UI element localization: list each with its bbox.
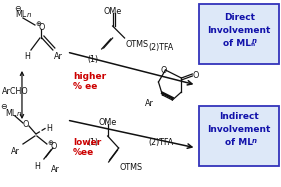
Text: of MLₙ: of MLₙ — [223, 39, 255, 48]
Text: O: O — [51, 142, 57, 151]
Text: ⊖: ⊖ — [15, 4, 21, 13]
Text: (2)TFA: (2)TFA — [148, 138, 174, 147]
Text: H: H — [24, 52, 30, 61]
Text: Indirect: Indirect — [219, 112, 259, 121]
Text: O: O — [39, 23, 45, 32]
Text: % ee: % ee — [73, 82, 97, 91]
Text: Involvement: Involvement — [207, 26, 271, 35]
Text: Ar: Ar — [11, 147, 19, 156]
FancyBboxPatch shape — [199, 4, 279, 64]
Text: ⊕: ⊕ — [47, 140, 53, 146]
Text: H: H — [46, 124, 52, 133]
Text: n: n — [252, 138, 257, 144]
Text: (2)TFA: (2)TFA — [148, 43, 174, 52]
Text: n: n — [17, 111, 21, 117]
Text: O: O — [192, 71, 199, 80]
Text: ⊕: ⊕ — [35, 21, 41, 27]
Text: ArCHO: ArCHO — [2, 87, 29, 96]
Text: OTMS: OTMS — [120, 163, 143, 172]
Text: (1): (1) — [88, 138, 99, 147]
Text: OMe: OMe — [103, 7, 122, 16]
Text: (1): (1) — [88, 55, 99, 64]
Text: OTMS: OTMS — [126, 40, 149, 49]
Text: ML: ML — [5, 109, 16, 118]
Text: Ar: Ar — [145, 99, 153, 108]
Text: Ar: Ar — [54, 52, 63, 61]
Text: %ee: %ee — [73, 148, 94, 157]
Text: higher: higher — [73, 72, 106, 81]
Text: lower: lower — [73, 138, 101, 147]
Text: O: O — [160, 66, 167, 75]
Text: n: n — [252, 38, 257, 44]
Text: ⊖: ⊖ — [1, 102, 7, 111]
Text: OMe: OMe — [99, 118, 117, 127]
Text: Involvement: Involvement — [207, 125, 271, 134]
Text: ML: ML — [15, 10, 26, 19]
FancyBboxPatch shape — [199, 106, 279, 166]
Text: Ar: Ar — [51, 165, 60, 174]
Text: Direct: Direct — [224, 13, 255, 22]
Text: H: H — [34, 162, 40, 171]
Text: n: n — [27, 12, 31, 18]
Text: O: O — [23, 120, 29, 129]
Text: of ML: of ML — [225, 138, 253, 147]
